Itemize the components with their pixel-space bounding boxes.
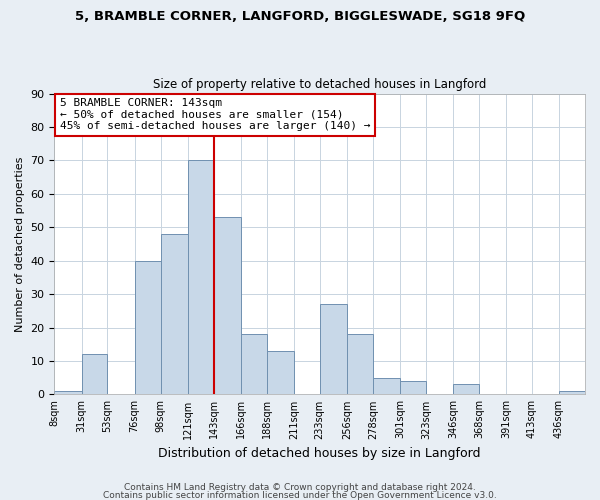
Bar [400, 381, 426, 394]
Bar [241, 334, 266, 394]
Bar [559, 391, 585, 394]
Bar [453, 384, 479, 394]
Title: Size of property relative to detached houses in Langford: Size of property relative to detached ho… [153, 78, 487, 91]
Bar [347, 334, 373, 394]
Bar [134, 260, 161, 394]
Bar [161, 234, 188, 394]
Text: 5, BRAMBLE CORNER, LANGFORD, BIGGLESWADE, SG18 9FQ: 5, BRAMBLE CORNER, LANGFORD, BIGGLESWADE… [75, 10, 525, 23]
Y-axis label: Number of detached properties: Number of detached properties [15, 156, 25, 332]
Text: Contains HM Land Registry data © Crown copyright and database right 2024.: Contains HM Land Registry data © Crown c… [124, 483, 476, 492]
Bar [214, 217, 241, 394]
Text: 5 BRAMBLE CORNER: 143sqm
← 50% of detached houses are smaller (154)
45% of semi-: 5 BRAMBLE CORNER: 143sqm ← 50% of detach… [60, 98, 370, 132]
Bar [55, 391, 82, 394]
Bar [266, 351, 294, 395]
Bar [188, 160, 214, 394]
Bar [82, 354, 107, 395]
Text: Contains public sector information licensed under the Open Government Licence v3: Contains public sector information licen… [103, 490, 497, 500]
Bar [320, 304, 347, 394]
X-axis label: Distribution of detached houses by size in Langford: Distribution of detached houses by size … [158, 447, 481, 460]
Bar [373, 378, 400, 394]
